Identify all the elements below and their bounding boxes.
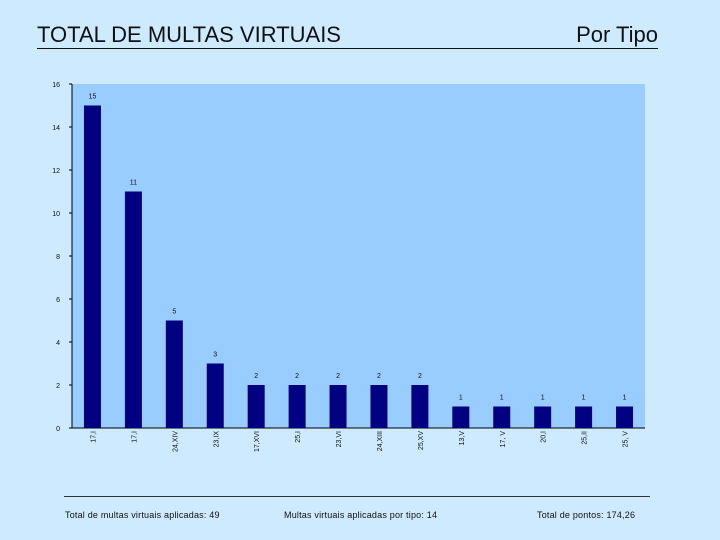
- bar: [206, 363, 224, 428]
- x-tick-label: 24,XIV: [172, 431, 179, 452]
- bar-value-label: 3: [213, 352, 217, 359]
- y-tick-label: 12: [52, 168, 60, 175]
- x-tick-label: 23,IX: [213, 431, 220, 448]
- multas-por-tipo-label: Multas virtuais aplicadas por tipo: 14: [284, 510, 438, 520]
- bar-chart: 02468101214161517,I1117,I524,XIV323,IX21…: [52, 82, 645, 452]
- bar-value-label: 15: [89, 94, 97, 101]
- x-tick-label: 17,I: [131, 431, 138, 443]
- bar: [493, 406, 511, 428]
- bar-value-label: 1: [459, 395, 463, 402]
- bar-value-label: 11: [130, 180, 137, 187]
- x-tick-label: 20,I: [541, 431, 548, 443]
- bar: [247, 385, 265, 428]
- x-tick-label: 17,XVI: [254, 431, 261, 452]
- x-tick-label: 17,I: [90, 431, 97, 443]
- bar: [452, 406, 470, 428]
- title-underline: [37, 48, 658, 49]
- y-tick-label: 10: [52, 211, 60, 218]
- y-tick-label: 16: [52, 82, 60, 89]
- x-tick-label: 23,VI: [336, 431, 343, 447]
- y-tick-label: 2: [56, 383, 60, 390]
- y-tick-label: 6: [56, 297, 60, 304]
- x-tick-label: 25,I: [295, 431, 302, 443]
- y-tick-label: 0: [56, 426, 60, 433]
- bar: [124, 191, 142, 428]
- bar-value-label: 1: [500, 395, 504, 402]
- x-tick-label: 25, V: [623, 431, 630, 448]
- bar-value-label: 2: [336, 373, 340, 380]
- bar-value-label: 2: [418, 373, 422, 380]
- x-tick-label: 13,V: [459, 431, 466, 446]
- bar: [165, 320, 183, 428]
- x-tick-label: 25,II: [582, 431, 589, 445]
- bar-value-label: 2: [295, 373, 299, 380]
- bar: [534, 406, 552, 428]
- bar-value-label: 2: [254, 373, 258, 380]
- y-tick-label: 14: [52, 125, 60, 132]
- total-multas-label: Total de multas virtuais aplicadas: 49: [65, 510, 220, 520]
- y-tick-label: 8: [56, 254, 60, 261]
- y-tick-label: 4: [56, 340, 60, 347]
- bar: [411, 385, 429, 428]
- x-tick-label: 25,XV: [418, 431, 425, 450]
- bar-value-label: 1: [623, 395, 627, 402]
- page-title: TOTAL DE MULTAS VIRTUAIS: [37, 22, 341, 47]
- bar-value-label: 1: [541, 395, 545, 402]
- bar-value-label: 5: [172, 309, 176, 316]
- bar: [288, 385, 306, 428]
- plot-area: [72, 84, 645, 428]
- bar: [370, 385, 388, 428]
- total-pontos-label: Total de pontos: 174,26: [537, 510, 636, 520]
- footer-divider: [64, 496, 650, 497]
- bar: [329, 385, 347, 428]
- x-tick-label: 24,XIII: [377, 431, 384, 451]
- x-tick-label: 17, V: [500, 431, 507, 448]
- bar: [83, 105, 101, 428]
- bar: [575, 406, 593, 428]
- bar: [616, 406, 634, 428]
- bar-value-label: 2: [377, 373, 381, 380]
- page-subtitle: Por Tipo: [576, 22, 658, 47]
- bar-value-label: 1: [582, 395, 586, 402]
